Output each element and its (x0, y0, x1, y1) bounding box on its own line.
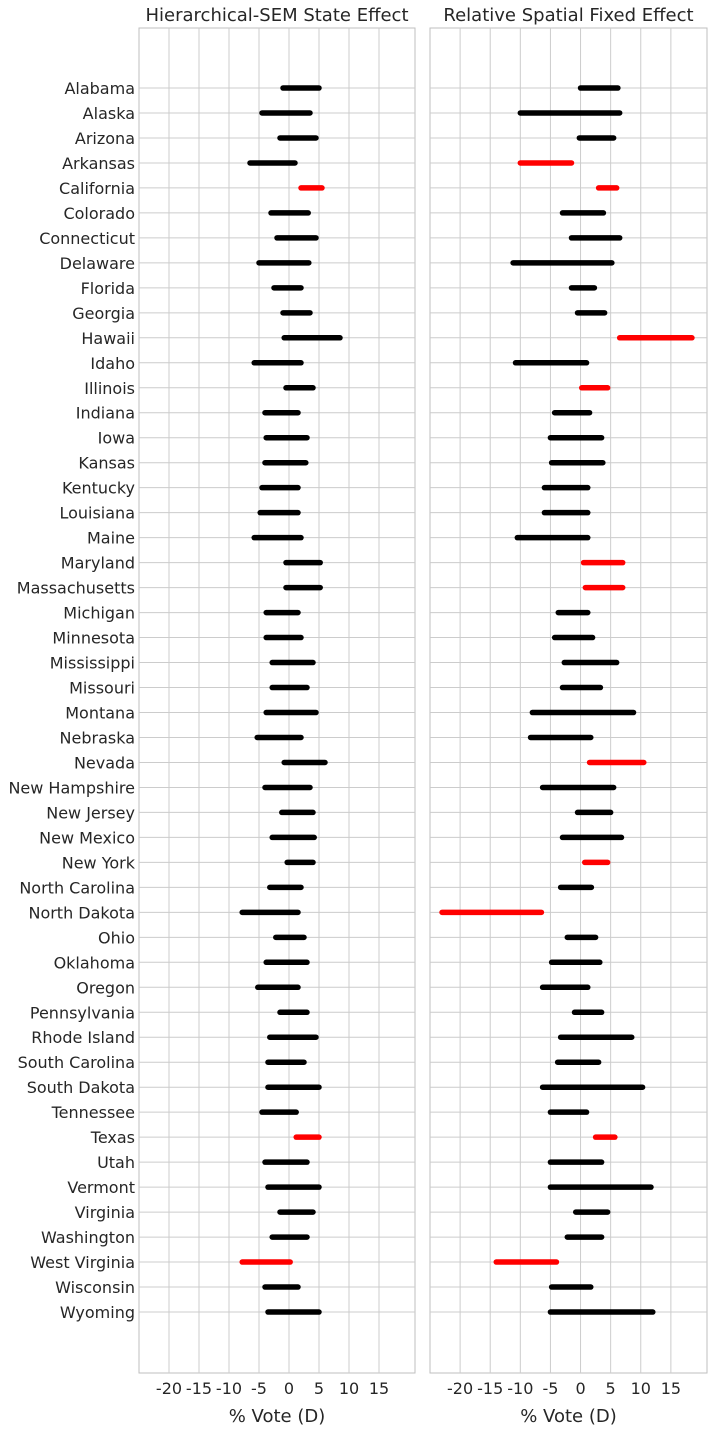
y-tick-label-state: South Carolina (18, 1053, 135, 1072)
y-tick-label-state: Iowa (98, 429, 135, 448)
y-tick-label-state: Montana (65, 704, 135, 723)
y-tick-label-state: Nevada (74, 753, 135, 772)
panel-hierarchical-sem: Hierarchical-SEM State Effect -20 -15 -10 -5… (8, 5, 416, 1427)
y-tick-label-state: Texas (90, 1128, 135, 1147)
x-tick-label: -15 (477, 1379, 503, 1398)
y-tick-label-state: Washington (41, 1228, 135, 1247)
plot-area-frame (138, 27, 416, 1374)
y-tick-label-state: Florida (81, 279, 135, 298)
x-tick-label: 5 (606, 1379, 616, 1398)
y-tick-label-state: Oregon (76, 978, 135, 997)
y-tick-label-state: Vermont (67, 1178, 135, 1197)
y-tick-label-state: Pennsylvania (30, 1003, 135, 1022)
chart-title: Hierarchical-SEM State Effect (146, 5, 409, 26)
x-tick-label: 15 (369, 1379, 389, 1398)
y-tick-label-state: North Dakota (28, 903, 135, 922)
y-tick-label-state: Delaware (60, 254, 135, 273)
y-tick-label-state: Indiana (76, 404, 135, 423)
y-tick-label-state: Massachusetts (17, 579, 135, 598)
x-tick-label: 10 (339, 1379, 359, 1398)
y-tick-label-state: Kansas (78, 454, 135, 473)
y-tick-label-state: Arkansas (62, 154, 135, 173)
plot-area-frame (429, 27, 708, 1374)
y-tick-label-state: Maine (87, 529, 135, 548)
y-tick-label-state: California (59, 179, 135, 198)
y-tick-label-state: Missouri (69, 679, 135, 698)
y-tick-label-state: North Carolina (19, 878, 135, 897)
y-tick-label-state: New Mexico (39, 828, 135, 847)
y-tick-label-state: Wisconsin (55, 1278, 135, 1297)
y-tick-label-state: Wyoming (60, 1303, 135, 1322)
y-tick-label-state: Connecticut (39, 229, 135, 248)
y-tick-label-state: Nebraska (60, 728, 135, 747)
x-tick-label: -20 (447, 1379, 473, 1398)
y-tick-label-state: Maryland (61, 554, 135, 573)
x-axis-label: % Vote (D) (520, 1406, 617, 1427)
x-tick-label: 0 (284, 1379, 294, 1398)
y-tick-label-state: Kentucky (62, 479, 135, 498)
y-tick-label-state: Tennessee (51, 1103, 135, 1122)
x-tick-label: 5 (314, 1379, 324, 1398)
x-tick-label: -10 (216, 1379, 242, 1398)
y-tick-label-state: Louisiana (59, 504, 135, 523)
x-tick-label: 15 (661, 1379, 681, 1398)
chart-title: Relative Spatial Fixed Effect (443, 5, 693, 26)
y-tick-label-state: Mississippi (50, 654, 135, 673)
y-tick-label-state: New York (62, 853, 136, 872)
y-tick-label-state: Michigan (63, 604, 135, 623)
x-tick-label: -20 (156, 1379, 182, 1398)
y-tick-label-state: Utah (97, 1153, 135, 1172)
y-tick-label-state: New Jersey (46, 803, 135, 822)
x-tick-label: 10 (631, 1379, 651, 1398)
y-tick-label-state: Arizona (75, 129, 135, 148)
x-tick-label: -15 (186, 1379, 212, 1398)
y-tick-label-state: Idaho (90, 354, 135, 373)
y-tick-label-state: South Dakota (27, 1078, 135, 1097)
y-tick-label-state: Rhode Island (31, 1028, 135, 1047)
x-tick-label: -10 (507, 1379, 533, 1398)
y-tick-label-state: Ohio (98, 928, 135, 947)
x-tick-label: -5 (542, 1379, 558, 1398)
x-tick-label: 0 (575, 1379, 585, 1398)
y-tick-label-state: New Hampshire (8, 778, 135, 797)
y-tick-label-state: Hawaii (81, 329, 135, 348)
y-tick-label-state: Illinois (84, 379, 135, 398)
y-tick-label-state: Oklahoma (54, 953, 135, 972)
y-tick-label-state: Minnesota (52, 629, 135, 648)
y-tick-label-state: Colorado (63, 204, 135, 223)
y-tick-label-state: Alaska (83, 104, 135, 123)
x-axis-label: % Vote (D) (229, 1406, 326, 1427)
panel-relative-spatial: Relative Spatial Fixed Effect -20 -15 -10 -5… (429, 5, 708, 1427)
y-tick-label-state: West Virginia (30, 1253, 135, 1272)
y-tick-label-state: Alabama (64, 79, 135, 98)
y-tick-label-state: Georgia (72, 304, 135, 323)
x-tick-label: -5 (251, 1379, 267, 1398)
y-tick-label-state: Virginia (75, 1203, 135, 1222)
